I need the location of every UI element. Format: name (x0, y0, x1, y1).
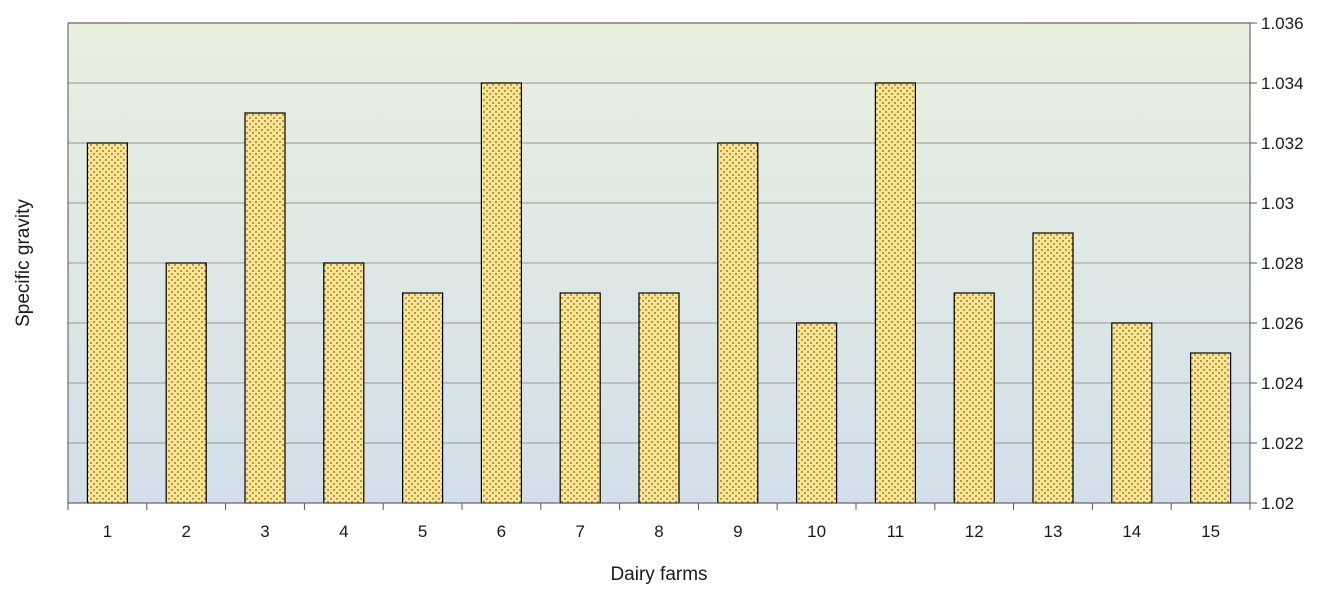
bar-11 (874, 82, 917, 504)
bar-7 (559, 292, 601, 504)
x-tick-label: 15 (1201, 522, 1220, 541)
bar-13 (1032, 232, 1074, 504)
y-tick-label: 1.03 (1261, 194, 1294, 213)
x-tick-label: 12 (965, 522, 984, 541)
x-tick-label: 7 (575, 522, 584, 541)
x-tick-label: 2 (181, 522, 190, 541)
bar-10 (795, 322, 838, 504)
y-tick-label: 1.026 (1261, 314, 1304, 333)
x-tick-label: 6 (497, 522, 506, 541)
bar-6 (480, 82, 522, 504)
y-tick-label: 1.024 (1261, 374, 1304, 393)
y-axis-title: Specific gravity (13, 199, 34, 327)
x-tick-labels: 1 2 3 4 5 6 7 8 9 10 11 12 13 14 15 (103, 522, 1220, 541)
x-tick-label: 14 (1122, 522, 1141, 541)
x-tick-label: 13 (1044, 522, 1063, 541)
bar-3 (244, 112, 286, 504)
y-tick-label: 1.022 (1261, 434, 1304, 453)
x-tick-label: 3 (260, 522, 269, 541)
bar-9 (717, 142, 759, 504)
x-tick-label: 11 (887, 522, 905, 541)
y-tick-labels: 1.02 1.022 1.024 1.026 1.028 1.03 1.032 1.034 1.… (1261, 14, 1304, 513)
bar-4 (323, 262, 365, 504)
x-tick-label: 4 (339, 522, 348, 541)
x-tick-label: 8 (654, 522, 663, 541)
bar-8 (638, 292, 680, 504)
bar-14 (1111, 322, 1153, 504)
x-tick-label: 5 (418, 522, 427, 541)
x-tick-label: 1 (103, 522, 112, 541)
axes (67, 22, 1257, 510)
bar-12 (953, 292, 995, 504)
bars (86, 82, 1232, 504)
x-tick-label: 10 (807, 522, 826, 541)
y-tick-label: 1.032 (1261, 134, 1304, 153)
y-tick-label: 1.034 (1261, 74, 1304, 93)
y-tick-label: 1.02 (1261, 494, 1294, 513)
bar-1 (86, 142, 129, 504)
bar-2 (165, 262, 207, 504)
bar-15 (1189, 352, 1232, 504)
bar-5 (402, 292, 444, 504)
x-axis-title: Dairy farms (610, 564, 707, 585)
y-tick-label: 1.036 (1261, 14, 1304, 33)
y-tick-label: 1.028 (1261, 254, 1304, 273)
x-tick-label: 9 (733, 522, 742, 541)
